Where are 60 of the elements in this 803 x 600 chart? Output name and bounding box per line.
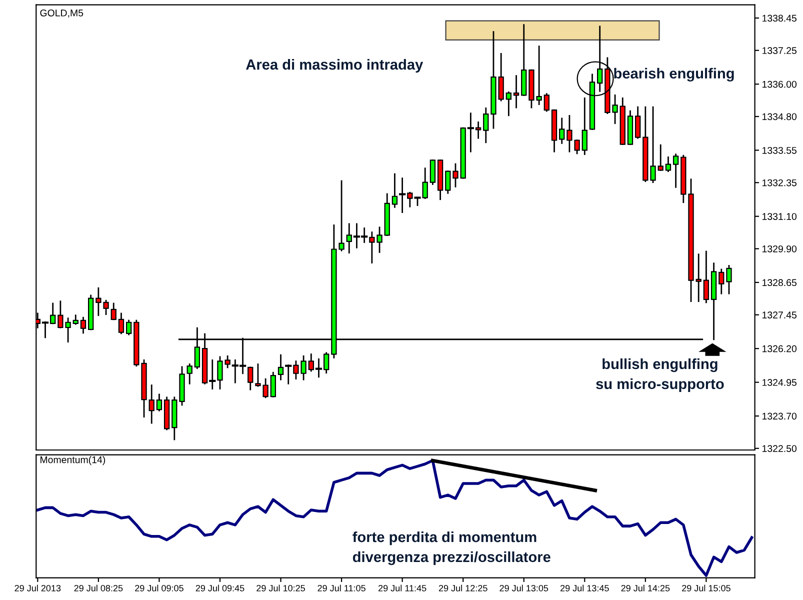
candlestick: [148, 384, 154, 424]
candlestick: [544, 93, 550, 112]
y-tick-label: 1331.10: [762, 213, 797, 220]
y-tick-label: 1337.25: [762, 47, 796, 54]
candlestick: [506, 92, 512, 116]
candlestick: [445, 170, 451, 194]
x-tick-label: 29 Jul 13:05: [500, 584, 548, 592]
candlestick: [483, 107, 489, 144]
candlestick: [658, 144, 664, 171]
x-tick-label: 29 Jul 12:25: [438, 584, 488, 592]
candlestick: [430, 160, 436, 185]
candlestick: [452, 163, 458, 188]
candlestick: [248, 366, 254, 390]
candlestick: [110, 302, 116, 320]
candlestick: [278, 354, 284, 380]
candlestick: [634, 106, 641, 139]
annotation: bullish engulfing su micro-supporto: [596, 358, 724, 392]
x-tick-label: 29 Jul 09:45: [196, 584, 244, 592]
x-tick-label: 29 Jul 10:25: [256, 584, 305, 592]
y-tick-label: 1332.35: [762, 179, 796, 186]
candlestick: [156, 394, 162, 412]
x-tick-label: 29 Jul 15:05: [682, 584, 730, 592]
x-tick-label: 29 Jul 2013: [14, 584, 61, 592]
x-tick-label: 29 Jul 14:25: [621, 584, 670, 592]
candlestick: [559, 118, 565, 144]
candlestick: [672, 154, 679, 188]
x-tick-label: 29 Jul 09:05: [135, 584, 184, 592]
y-tick-label: 1328.65: [762, 279, 796, 286]
x-tick-label: 29 Jul 11:45: [378, 584, 426, 592]
candlestick: [696, 254, 702, 302]
candlestick: [80, 316, 86, 334]
candlestick: [270, 372, 276, 398]
candlestick: [392, 173, 398, 208]
candlestick: [726, 265, 732, 294]
y-tick-label: 1329.90: [762, 245, 797, 252]
y-tick-label: 1322.50: [762, 445, 797, 452]
y-tick-label: 1334.80: [762, 113, 797, 120]
y-tick-label: 1323.70: [762, 412, 797, 420]
candlestick: [513, 75, 520, 108]
annotation: Area di massimo intraday: [246, 58, 424, 73]
x-tick-label: 29 Jul 13:45: [560, 584, 609, 592]
y-tick-label: 1324.95: [762, 379, 796, 386]
candlestick: [718, 268, 724, 294]
candlestick: [126, 320, 132, 336]
annotation: forte perdita di momentum divergenza prezzi/oscillatore: [352, 531, 550, 566]
y-tick-label: 1336.00: [762, 80, 797, 88]
candlestick: [186, 364, 192, 384]
x-tick-label: 29 Jul 08:25: [74, 584, 123, 592]
y-tick-label: 1333.55: [762, 146, 796, 154]
candlestick: [118, 312, 124, 334]
chart-title: Momentum(14): [40, 456, 106, 466]
candlestick: [665, 156, 672, 172]
annotation: bearish engulfing: [614, 68, 734, 82]
y-tick-label: 1338.45: [762, 14, 796, 22]
candlestick: [703, 250, 710, 304]
y-tick-label: 1327.45: [762, 312, 796, 318]
y-tick-label: 1326.20: [762, 345, 797, 352]
x-tick-label: 29 Jul 11:05: [318, 584, 366, 592]
chart-title: GOLD,M5: [40, 10, 84, 18]
candlestick: [582, 97, 588, 155]
